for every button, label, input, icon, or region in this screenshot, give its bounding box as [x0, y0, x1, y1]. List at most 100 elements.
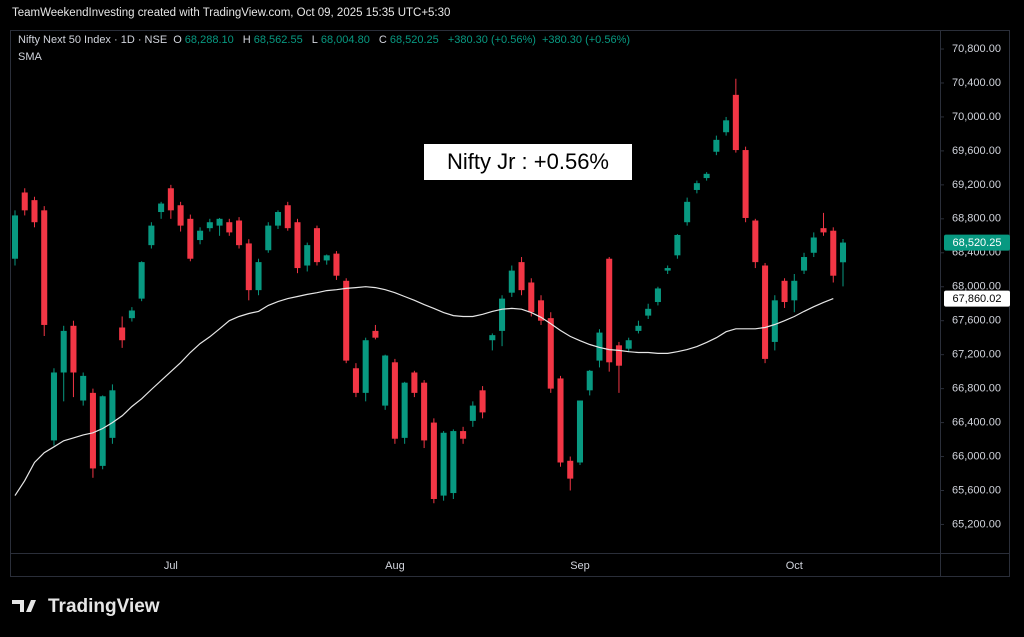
candle-body: [216, 218, 223, 226]
candle-body: [635, 325, 642, 331]
candle-body: [323, 255, 330, 261]
ohlc-key: L: [311, 34, 318, 46]
candle-body: [440, 432, 447, 496]
logo-icon: [12, 600, 36, 612]
price-label-box: [944, 290, 1010, 307]
y-tick-label: 70,000.00: [952, 111, 1001, 123]
candle-body: [615, 345, 622, 366]
candle-body: [654, 288, 661, 303]
candle-body: [148, 225, 155, 246]
change: +380.30 (+0.56%): [447, 34, 536, 46]
x-tick-label: Sep: [570, 560, 590, 572]
candle-body: [742, 150, 749, 218]
ohlc: L 68,004.80: [312, 34, 373, 46]
change: +380.30 (+0.56%): [541, 34, 631, 46]
candle-body: [576, 400, 584, 463]
candle-body: [50, 372, 57, 441]
ohlc-key: C: [378, 34, 387, 46]
annotation-box: [424, 144, 632, 180]
candle-body: [304, 245, 311, 266]
ohlc-value: 68,562.55: [253, 34, 303, 46]
ohlc-key: H: [242, 34, 251, 46]
candle-body: [732, 94, 739, 151]
candle-body: [187, 218, 194, 259]
candle-body: [839, 242, 847, 263]
candle-body: [586, 370, 593, 391]
candle-body: [508, 270, 515, 293]
candle-body: [801, 257, 808, 271]
candle-body: [236, 220, 243, 246]
y-tick-label: 66,800.00: [952, 383, 1001, 395]
logo-text: TradingView: [48, 596, 160, 617]
y-tick-label: 66,000.00: [952, 450, 1001, 462]
candle-body: [489, 335, 496, 341]
candle-body: [245, 243, 252, 291]
candle-body: [177, 205, 184, 226]
tradingview-logo: TradingView: [12, 596, 160, 617]
y-tick-label: 68,800.00: [952, 213, 1001, 225]
candle-body: [401, 382, 408, 438]
x-tick-label: Aug: [385, 560, 405, 572]
candle-body: [284, 205, 291, 229]
y-tick-label: 67,600.00: [952, 315, 1001, 327]
candle-body: [830, 230, 837, 276]
symbol: Nifty Next 50 Index · 1D · NSE: [18, 34, 168, 46]
candle-body: [265, 225, 272, 251]
y-tick-label: 67,200.00: [952, 349, 1001, 361]
candle-body: [391, 362, 398, 439]
candle-body: [343, 280, 350, 361]
price-label: 68,520.25: [953, 237, 1002, 249]
ohlc-value: 68,520.25: [389, 34, 439, 46]
candle-body: [11, 215, 19, 259]
candle-body: [372, 330, 379, 338]
candle-body: [333, 253, 340, 276]
candle-body: [362, 340, 369, 393]
ohlc-value: 68,288.10: [184, 34, 234, 46]
y-tick-label: 65,600.00: [952, 484, 1001, 496]
candle-body: [762, 265, 769, 359]
candle-body: [411, 372, 418, 393]
ohlc-key: O: [173, 34, 182, 46]
ohlc: O 68,288.10: [173, 34, 237, 46]
candle-body: [41, 210, 48, 325]
annotation: Nifty Jr : +0.56%: [447, 149, 609, 174]
candle-body: [138, 262, 145, 299]
candle-body: [382, 355, 389, 406]
candle-body: [606, 258, 613, 363]
candle-body: [518, 262, 525, 291]
candle-body: [557, 378, 564, 463]
candle-body: [479, 390, 486, 413]
credit: TeamWeekendInvesting created with Tradin…: [12, 7, 451, 19]
y-tick-label: 68,400.00: [952, 247, 1001, 259]
candle-body: [469, 405, 476, 421]
ohlc: H 68,562.55: [243, 34, 306, 46]
candle-body: [567, 460, 574, 479]
candle-body: [70, 325, 77, 373]
candle-body: [528, 282, 535, 313]
y-tick-label: 65,200.00: [952, 518, 1001, 530]
y-tick-label: 69,600.00: [952, 145, 1001, 157]
candle-body: [781, 280, 788, 303]
y-tick-label: 68,000.00: [952, 281, 1001, 293]
candle-body: [119, 327, 126, 341]
candle-body: [158, 203, 165, 213]
candle-body: [645, 308, 652, 316]
candle-body: [596, 332, 603, 361]
candle-body: [80, 375, 87, 401]
candle-body: [167, 188, 174, 211]
candle-body: [684, 201, 691, 223]
candle-body: [109, 390, 116, 438]
candle-body: [460, 431, 467, 439]
indicator: SMA: [18, 51, 42, 63]
candle-body: [313, 228, 320, 263]
plot-area: 65,200.00 65,600.00 66,000.00 66,400.00 66,8…: [11, 43, 1010, 572]
candle-body: [197, 230, 204, 241]
candle-body: [60, 330, 67, 373]
y-tick-label: 70,800.00: [952, 43, 1001, 55]
candle-body: [352, 368, 359, 393]
candle-body: [128, 310, 135, 319]
y-tick-label: 66,400.00: [952, 416, 1001, 428]
candle-body: [625, 340, 632, 349]
